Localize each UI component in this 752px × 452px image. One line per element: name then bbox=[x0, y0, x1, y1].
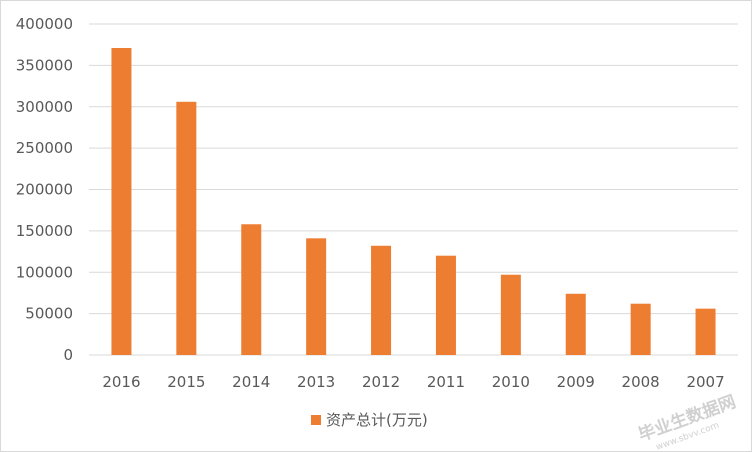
bar-2015 bbox=[176, 101, 197, 355]
y-tick-label: 200000 bbox=[16, 181, 73, 199]
x-tick-label: 2014 bbox=[232, 373, 270, 391]
y-tick-label: 250000 bbox=[16, 139, 73, 157]
x-tick-label: 2015 bbox=[167, 373, 205, 391]
bar-2010 bbox=[500, 274, 521, 355]
bar-2012 bbox=[371, 245, 392, 355]
watermark: 毕业生数据网 www.sbvv.com bbox=[636, 391, 739, 451]
legend: 资产总计(万元) bbox=[311, 411, 428, 429]
bar-2008 bbox=[630, 303, 651, 355]
bars bbox=[111, 47, 716, 356]
bar-2014 bbox=[241, 224, 262, 355]
bar-2011 bbox=[435, 255, 456, 355]
bar-2016 bbox=[111, 47, 132, 356]
x-tick-label: 2013 bbox=[297, 373, 335, 391]
bar-2007 bbox=[695, 308, 716, 355]
bar-2009 bbox=[565, 293, 586, 355]
y-tick-label: 300000 bbox=[16, 98, 73, 116]
y-tick-label: 350000 bbox=[16, 56, 73, 74]
x-tick-label: 2016 bbox=[102, 373, 140, 391]
y-axis-ticks: 0 50000 100000 150000 200000 250000 300000 3500… bbox=[16, 15, 73, 364]
y-tick-label: 400000 bbox=[16, 15, 73, 33]
y-tick-label: 150000 bbox=[16, 222, 73, 240]
x-tick-label: 2012 bbox=[362, 373, 400, 391]
x-tick-label: 2011 bbox=[427, 373, 465, 391]
y-tick-label: 50000 bbox=[25, 305, 73, 323]
x-tick-label: 2009 bbox=[557, 373, 595, 391]
legend-swatch bbox=[311, 415, 321, 425]
x-tick-label: 2007 bbox=[686, 373, 724, 391]
y-tick-label: 100000 bbox=[16, 263, 73, 281]
x-tick-label: 2010 bbox=[492, 373, 530, 391]
x-tick-label: 2008 bbox=[622, 373, 660, 391]
legend-label: 资产总计(万元) bbox=[326, 411, 428, 429]
y-tick-label: 0 bbox=[63, 346, 73, 364]
gridlines bbox=[89, 23, 738, 356]
bar-2013 bbox=[306, 238, 327, 355]
x-axis-ticks: 2016 2015 2014 2013 2012 2011 2010 2009 2008 2007 bbox=[102, 373, 724, 391]
